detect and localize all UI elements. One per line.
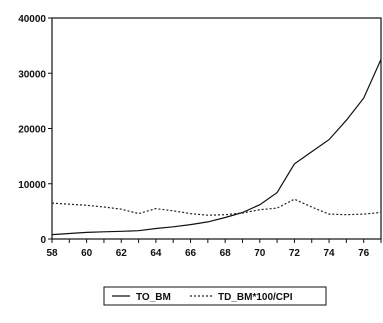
series-line-td-bm-cpi — [51, 198, 382, 216]
x-tick-label: 70 — [254, 248, 266, 259]
y-axis: 0 10000 20000 30000 40000 — [18, 14, 52, 246]
x-tick-label: 60 — [81, 248, 93, 259]
x-tick-label: 62 — [116, 248, 128, 259]
x-tick-label: 64 — [150, 248, 162, 259]
y-tick-label: 20000 — [18, 125, 46, 136]
y-tick-label: 10000 — [18, 180, 46, 191]
plot-area — [51, 17, 382, 240]
series-layer — [51, 59, 382, 236]
x-tick-label: 76 — [358, 248, 370, 259]
plot-frame — [51, 17, 382, 240]
x-tick-label: 74 — [323, 248, 335, 259]
legend-box — [103, 286, 327, 306]
series-line-to-bm — [51, 59, 382, 236]
y-tick-label: 30000 — [18, 69, 46, 80]
y-tick-label: 40000 — [18, 14, 46, 25]
x-tick-label: 68 — [220, 248, 232, 259]
x-tick-label: 72 — [289, 248, 301, 259]
x-axis: 58 60 62 64 66 68 70 72 74 76 — [46, 239, 382, 259]
x-tick-label: 66 — [185, 248, 197, 259]
x-tick-label: 58 — [46, 248, 58, 259]
legend-label-to-bm: TO_BM — [136, 292, 171, 303]
y-tick-label: 0 — [40, 235, 46, 246]
legend: TO_BM TD_BM*100/CPI — [103, 286, 327, 306]
legend-label-td-bm-cpi: TD_BM*100/CPI — [218, 292, 293, 303]
